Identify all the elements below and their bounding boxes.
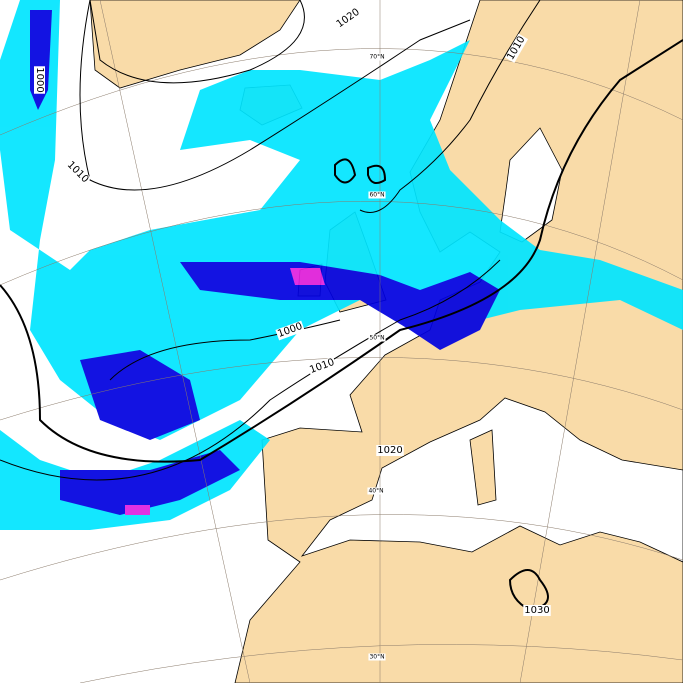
precipitation (0, 0, 683, 530)
meridian (99, 0, 251, 683)
label-background (367, 487, 385, 495)
label-background (523, 605, 551, 616)
isobars (0, 0, 683, 612)
precip-extreme (125, 505, 150, 515)
greenland (89, 0, 301, 89)
label-background (368, 53, 386, 61)
label-background (368, 334, 386, 342)
isobar (367, 164, 387, 185)
isobar-label: 1030 (524, 605, 549, 616)
isobar (109, 319, 341, 381)
meridian (519, 0, 641, 683)
inland-seas (300, 127, 683, 563)
isobar-label: 1020 (377, 445, 402, 456)
precip-heavy (180, 262, 500, 350)
label-background (34, 66, 45, 94)
isobar (0, 39, 683, 463)
label-background (64, 158, 92, 186)
parallel (79, 644, 683, 683)
latitude-label: 60°N (369, 192, 384, 199)
isobar (79, 0, 471, 191)
precip-heavy (60, 450, 240, 515)
latitude-label: 50°N (369, 335, 384, 342)
precip-heavy (80, 350, 200, 440)
latitude-label: 70°N (369, 54, 384, 61)
isobar (359, 0, 541, 213)
label-background (307, 356, 337, 377)
label-background (368, 653, 386, 661)
parallel (0, 48, 683, 136)
precip-extreme (290, 268, 325, 285)
isobar (508, 569, 549, 612)
label-background (275, 320, 305, 341)
isobar (89, 0, 305, 84)
label-background (333, 6, 363, 31)
parallel (0, 201, 683, 286)
corsica-sardinia (469, 429, 497, 506)
parallel (0, 514, 683, 581)
precip-light (0, 0, 683, 440)
label-background (368, 191, 386, 199)
isobar (0, 259, 501, 481)
isobar (334, 158, 357, 184)
isobar-label: 1000 (34, 67, 45, 92)
label-background (504, 33, 529, 63)
latitude-label: 40°N (368, 488, 383, 495)
latitude-label: 30°N (369, 654, 384, 661)
label-background (376, 445, 404, 456)
